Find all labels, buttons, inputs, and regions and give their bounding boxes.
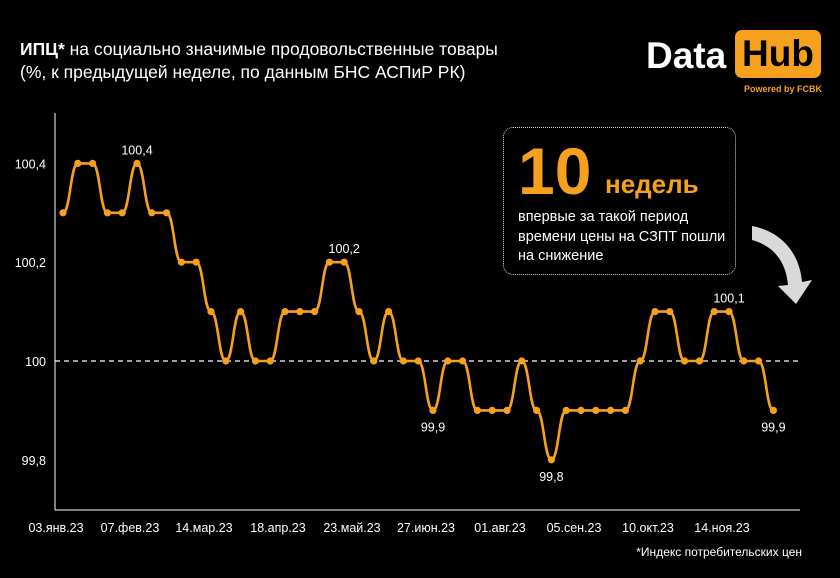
x-tick-label: 05.сен.23 (547, 521, 602, 535)
data-point (459, 357, 467, 365)
data-label: 99,9 (421, 420, 445, 434)
data-point (311, 308, 319, 316)
data-point (518, 357, 526, 365)
data-point (399, 357, 407, 365)
callout-number: 10 (518, 134, 592, 208)
data-point (725, 308, 733, 316)
x-tick-label: 07.фев.23 (101, 521, 160, 535)
data-point (355, 308, 363, 316)
callout-unit: недель (605, 169, 699, 199)
data-point (503, 406, 511, 414)
data-point (562, 406, 570, 414)
data-point (681, 357, 689, 365)
datahub-logo: Data Hub Powered by FCBK (646, 28, 822, 98)
data-point (740, 357, 748, 365)
data-point (666, 308, 674, 316)
x-tick-label: 27.июн.23 (397, 521, 455, 535)
data-point (192, 258, 200, 266)
title-line1: на социально значимые продовольственные … (64, 39, 498, 59)
data-point (473, 406, 481, 414)
chart-axes: 99,8 100 100,2 100,4 03.янв.23 07.фев.23 14.ма… (15, 113, 800, 535)
data-label: 100,2 (329, 242, 360, 256)
data-label: 100,4 (121, 143, 152, 157)
x-tick-label: 01.авг.23 (474, 521, 525, 535)
data-point (621, 406, 630, 414)
y-tick-label: 100,2 (15, 256, 46, 270)
data-point (385, 308, 393, 316)
data-point (607, 406, 615, 414)
data-point (488, 406, 496, 414)
data-point (577, 406, 585, 414)
data-label: 99,9 (761, 420, 785, 434)
data-point (163, 209, 171, 217)
logo-powered-text: Powered by FCBK (743, 84, 822, 94)
data-label: 100,1 (713, 292, 744, 306)
title-line2: (%, к предыдущей неделе, по данным БНС А… (20, 62, 466, 82)
y-tick-label: 100,4 (15, 157, 46, 171)
data-point (651, 308, 659, 316)
x-tick-label: 14.мар.23 (175, 521, 232, 535)
data-point (769, 406, 778, 414)
data-point (296, 308, 304, 316)
data-point (59, 209, 67, 217)
data-point (177, 258, 185, 266)
data-point (710, 308, 718, 316)
chart-data-labels: 100,4 100,2 99,9 99,8 100,1 99,9 (121, 143, 785, 483)
down-arrow-icon (752, 226, 812, 304)
data-point (592, 406, 600, 414)
data-point (340, 258, 348, 266)
title-bold: ИПЦ* (20, 39, 65, 59)
x-tick-label: 14.ноя.23 (694, 521, 749, 535)
data-point (266, 357, 274, 365)
callout-box: 10 недель впервые за такой период времен… (503, 127, 736, 275)
data-point (103, 209, 111, 217)
data-point (325, 258, 333, 266)
data-point (370, 357, 378, 365)
data-point (547, 456, 556, 464)
data-point (89, 159, 97, 167)
data-label: 99,8 (539, 470, 563, 484)
x-tick-label: 18.апр.23 (250, 521, 305, 535)
data-point (251, 357, 259, 365)
data-point (414, 357, 422, 365)
chart-title: ИПЦ* на социально значимые продовольстве… (20, 38, 620, 84)
logo-hub-badge: Hub (735, 30, 821, 78)
data-point (429, 406, 437, 414)
y-tick-label: 99,8 (22, 454, 46, 468)
footnote: *Индекс потребительских цен (636, 545, 802, 559)
chart-series (59, 159, 778, 464)
data-point (237, 308, 245, 316)
logo-data-text: Data (646, 35, 727, 76)
data-point (695, 357, 704, 365)
data-point (207, 308, 215, 316)
data-point (636, 357, 644, 365)
x-tick-label: 03.янв.23 (28, 521, 83, 535)
data-point (281, 308, 289, 316)
callout-text: впервые за такой период времени цены на … (518, 209, 726, 264)
data-point (444, 357, 452, 365)
x-tick-label: 23.май.23 (323, 521, 380, 535)
data-point (74, 159, 82, 167)
data-point (118, 209, 126, 217)
data-point (148, 209, 156, 217)
data-point (133, 159, 141, 167)
data-point (533, 406, 541, 414)
x-tick-label: 10.окт.23 (622, 521, 674, 535)
data-point (755, 357, 763, 365)
y-tick-label: 100 (25, 355, 46, 369)
data-point (222, 357, 230, 365)
